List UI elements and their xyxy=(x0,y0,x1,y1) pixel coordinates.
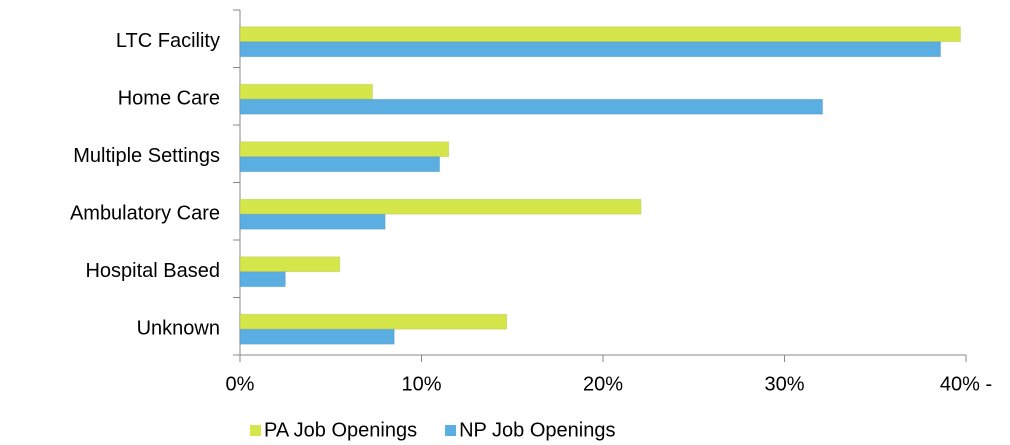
bar xyxy=(239,213,386,230)
y-tick-label: Multiple Settings xyxy=(73,145,220,167)
bar xyxy=(239,198,642,215)
legend-swatch xyxy=(250,425,261,436)
bar xyxy=(239,271,286,288)
bar xyxy=(239,83,373,100)
x-tick-label: 20% xyxy=(583,373,623,395)
legend-swatch xyxy=(445,425,457,436)
x-tick-label: 10% xyxy=(401,373,441,395)
bar xyxy=(239,256,341,273)
legend-label: PA Job Openings xyxy=(264,419,417,441)
bar xyxy=(239,156,441,173)
bar xyxy=(239,98,824,115)
y-tick-label: Hospital Based xyxy=(85,260,220,282)
bar xyxy=(239,26,962,43)
y-tick-label: Unknown xyxy=(137,317,220,339)
x-tick-label: 40% - xyxy=(940,373,992,395)
x-tick-label: 0% xyxy=(226,373,255,395)
legend-label: NP Job Openings xyxy=(459,419,615,441)
bar xyxy=(239,41,942,58)
x-tick-label: 30% xyxy=(764,373,804,395)
y-tick-label: LTC Facility xyxy=(116,30,220,52)
bar xyxy=(239,313,508,330)
y-tick-label: Ambulatory Care xyxy=(70,202,220,224)
y-tick-label: Home Care xyxy=(118,87,220,109)
bar xyxy=(239,328,395,345)
bar xyxy=(239,141,450,158)
